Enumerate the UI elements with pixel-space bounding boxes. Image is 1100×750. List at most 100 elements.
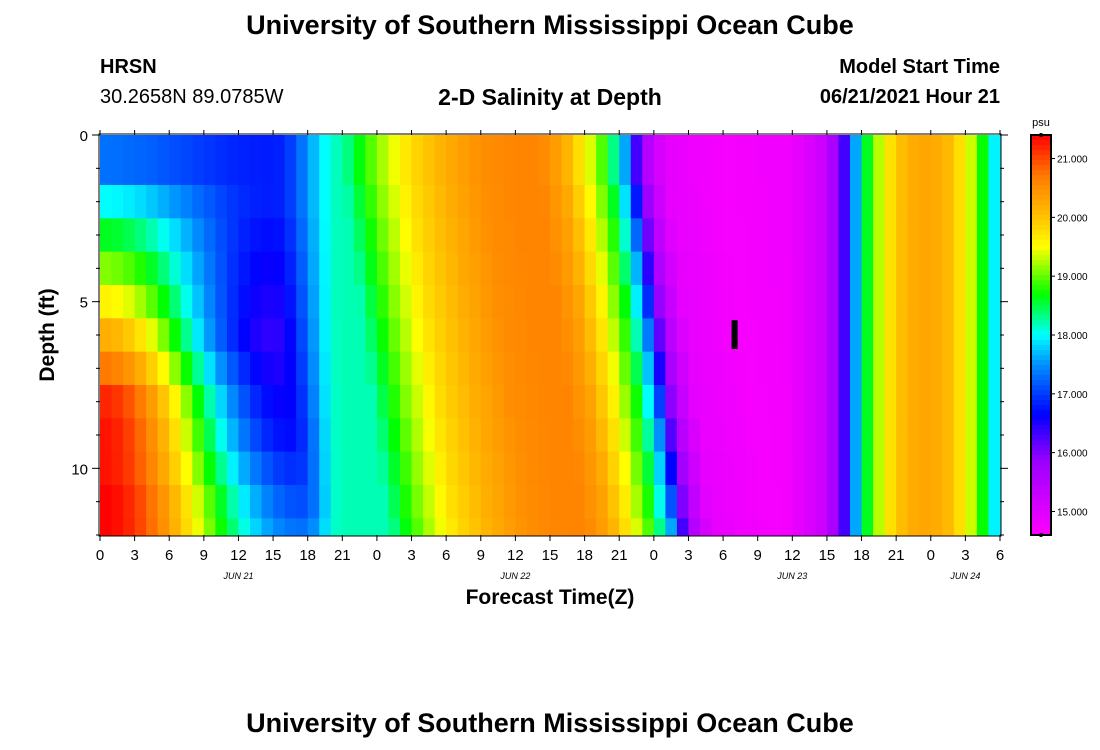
heatmap-cell [711, 218, 724, 253]
heatmap-cell [273, 218, 286, 253]
heatmap-cell [676, 418, 690, 453]
heatmap-cell [873, 251, 886, 286]
heatmap-cell [526, 351, 540, 386]
heatmap-cell [457, 451, 470, 486]
heatmap-cell [723, 351, 736, 386]
heatmap-cell [700, 385, 713, 419]
heatmap-cell [619, 385, 632, 419]
colorbar-swatch [1031, 490, 1051, 496]
heatmap-cell [930, 285, 943, 319]
heatmap-cell [215, 518, 228, 536]
heatmap-cell [561, 318, 574, 353]
heatmap-cell [492, 518, 505, 536]
heatmap-cell [342, 318, 355, 353]
heatmap-cell [757, 218, 770, 253]
heatmap-cell [273, 318, 286, 353]
heatmap-cell [619, 185, 632, 219]
heatmap-cell [700, 185, 713, 219]
heatmap-cell [146, 485, 159, 519]
heatmap-cell [376, 251, 390, 286]
heatmap-cell [503, 135, 516, 186]
heatmap-cell [307, 318, 320, 353]
colorbar-swatch [1031, 230, 1051, 236]
heatmap-cell [907, 135, 920, 186]
heatmap-cell [850, 418, 863, 453]
heatmap-cell [353, 218, 366, 253]
heatmap-cell [226, 451, 240, 486]
heatmap-cell [457, 218, 470, 253]
heatmap-cell [238, 285, 251, 319]
heatmap-cell [146, 135, 159, 186]
heatmap-cell [746, 451, 759, 486]
colorbar-swatch [1031, 495, 1051, 501]
heatmap-cell [296, 385, 309, 419]
heatmap-cell [676, 318, 690, 353]
heatmap-cell [584, 418, 597, 453]
heatmap-cell [192, 418, 205, 453]
heatmap-cell [919, 418, 932, 453]
colorbar-swatch [1031, 500, 1051, 506]
heatmap-cell [123, 135, 136, 186]
heatmap-cell [803, 251, 816, 286]
heatmap-cell [146, 451, 159, 486]
heatmap-cell [642, 185, 655, 219]
colorbar-swatch [1031, 330, 1051, 336]
heatmap-cell [342, 251, 355, 286]
heatmap-cell [665, 518, 678, 536]
heatmap-cell [388, 485, 401, 519]
heatmap-cell [826, 485, 840, 519]
marker-label: I [729, 311, 741, 358]
heatmap-cell [457, 285, 470, 319]
heatmap-cell [400, 251, 413, 286]
heatmap-cell [907, 251, 920, 286]
heatmap-cell [550, 285, 563, 319]
heatmap-cell [273, 418, 286, 453]
heatmap-cell [273, 451, 286, 486]
x-tick-label: 9 [477, 547, 485, 564]
date-label: JUN 21 [222, 571, 253, 581]
heatmap-cell [342, 385, 355, 419]
colorbar-swatch [1031, 190, 1051, 196]
heatmap-cell [411, 351, 424, 386]
heatmap-cell [319, 218, 332, 253]
heatmap-cell [665, 185, 678, 219]
heatmap-cell [400, 385, 413, 419]
heatmap-cell [688, 135, 701, 186]
heatmap-cell [653, 351, 666, 386]
heatmap-cell [365, 485, 378, 519]
heatmap-cell [342, 451, 355, 486]
heatmap-cell [815, 518, 828, 536]
heatmap-cell [596, 285, 609, 319]
colorbar-swatch [1031, 150, 1051, 156]
heatmap-cell [919, 285, 932, 319]
heatmap-cell [180, 251, 193, 286]
heatmap-cell [896, 418, 909, 453]
heatmap-cell [907, 385, 920, 419]
colorbar-swatch [1031, 415, 1051, 421]
heatmap-cell [780, 135, 793, 186]
heatmap-cell [376, 418, 390, 453]
heatmap-cell [169, 418, 182, 453]
heatmap-cell [123, 185, 136, 219]
heatmap-cell [538, 285, 551, 319]
heatmap-cell [711, 285, 724, 319]
heatmap-cell [607, 518, 620, 536]
heatmap-cell [330, 135, 343, 186]
heatmap-cell [238, 185, 251, 219]
heatmap-cell [838, 285, 851, 319]
x-tick-label: 9 [200, 547, 208, 564]
heatmap-cell [284, 418, 297, 453]
colorbar-swatch [1031, 340, 1051, 346]
heatmap-cell [573, 385, 586, 419]
heatmap-cell [457, 318, 470, 353]
heatmap-cell [503, 318, 516, 353]
heatmap-cell [573, 351, 586, 386]
heatmap-cell [746, 185, 759, 219]
heatmap-cell [100, 418, 113, 453]
heatmap-cell [550, 135, 563, 186]
heatmap-cell [642, 218, 655, 253]
heatmap-cell [573, 251, 586, 286]
heatmap-cell [146, 318, 159, 353]
heatmap-cell [307, 451, 320, 486]
heatmap-cell [573, 318, 586, 353]
